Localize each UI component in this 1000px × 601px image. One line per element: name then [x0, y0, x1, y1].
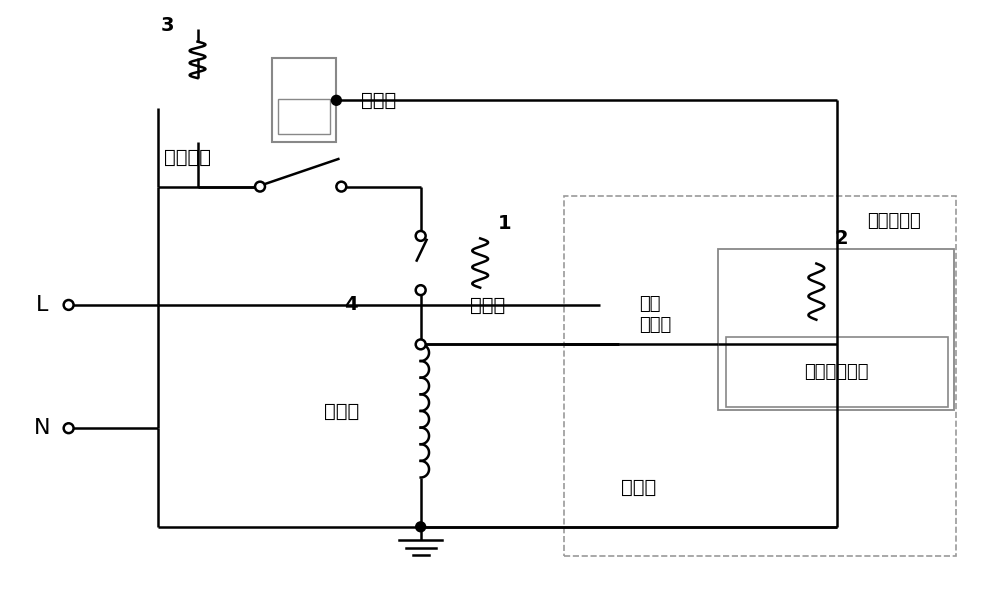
Text: 信号
检测端: 信号 检测端 [639, 296, 671, 334]
Text: 信号输出端: 信号输出端 [867, 212, 921, 230]
Bar [278, 99, 330, 135]
Text: 信号检测电路: 信号检测电路 [804, 363, 868, 381]
Circle shape [416, 285, 426, 295]
Text: 1: 1 [498, 214, 512, 233]
Text: L: L [36, 295, 48, 315]
Text: 3: 3 [161, 16, 175, 35]
Circle shape [416, 522, 426, 532]
Circle shape [255, 182, 265, 192]
Circle shape [64, 423, 74, 433]
Circle shape [416, 231, 426, 241]
Text: 2: 2 [834, 230, 848, 248]
Bar [718, 249, 954, 410]
Circle shape [331, 96, 341, 105]
Bar [272, 58, 336, 142]
Text: 发热管: 发热管 [324, 402, 359, 421]
Bar [564, 197, 956, 557]
Text: N: N [34, 418, 50, 438]
Bar [726, 338, 948, 406]
Circle shape [64, 300, 74, 310]
Text: 温控器: 温控器 [470, 296, 506, 314]
Text: 4: 4 [344, 296, 358, 314]
Circle shape [416, 340, 426, 349]
Text: 控制模块: 控制模块 [164, 147, 211, 166]
Text: 控制端: 控制端 [361, 91, 396, 110]
Circle shape [336, 182, 346, 192]
Text: 电路板: 电路板 [621, 478, 656, 497]
